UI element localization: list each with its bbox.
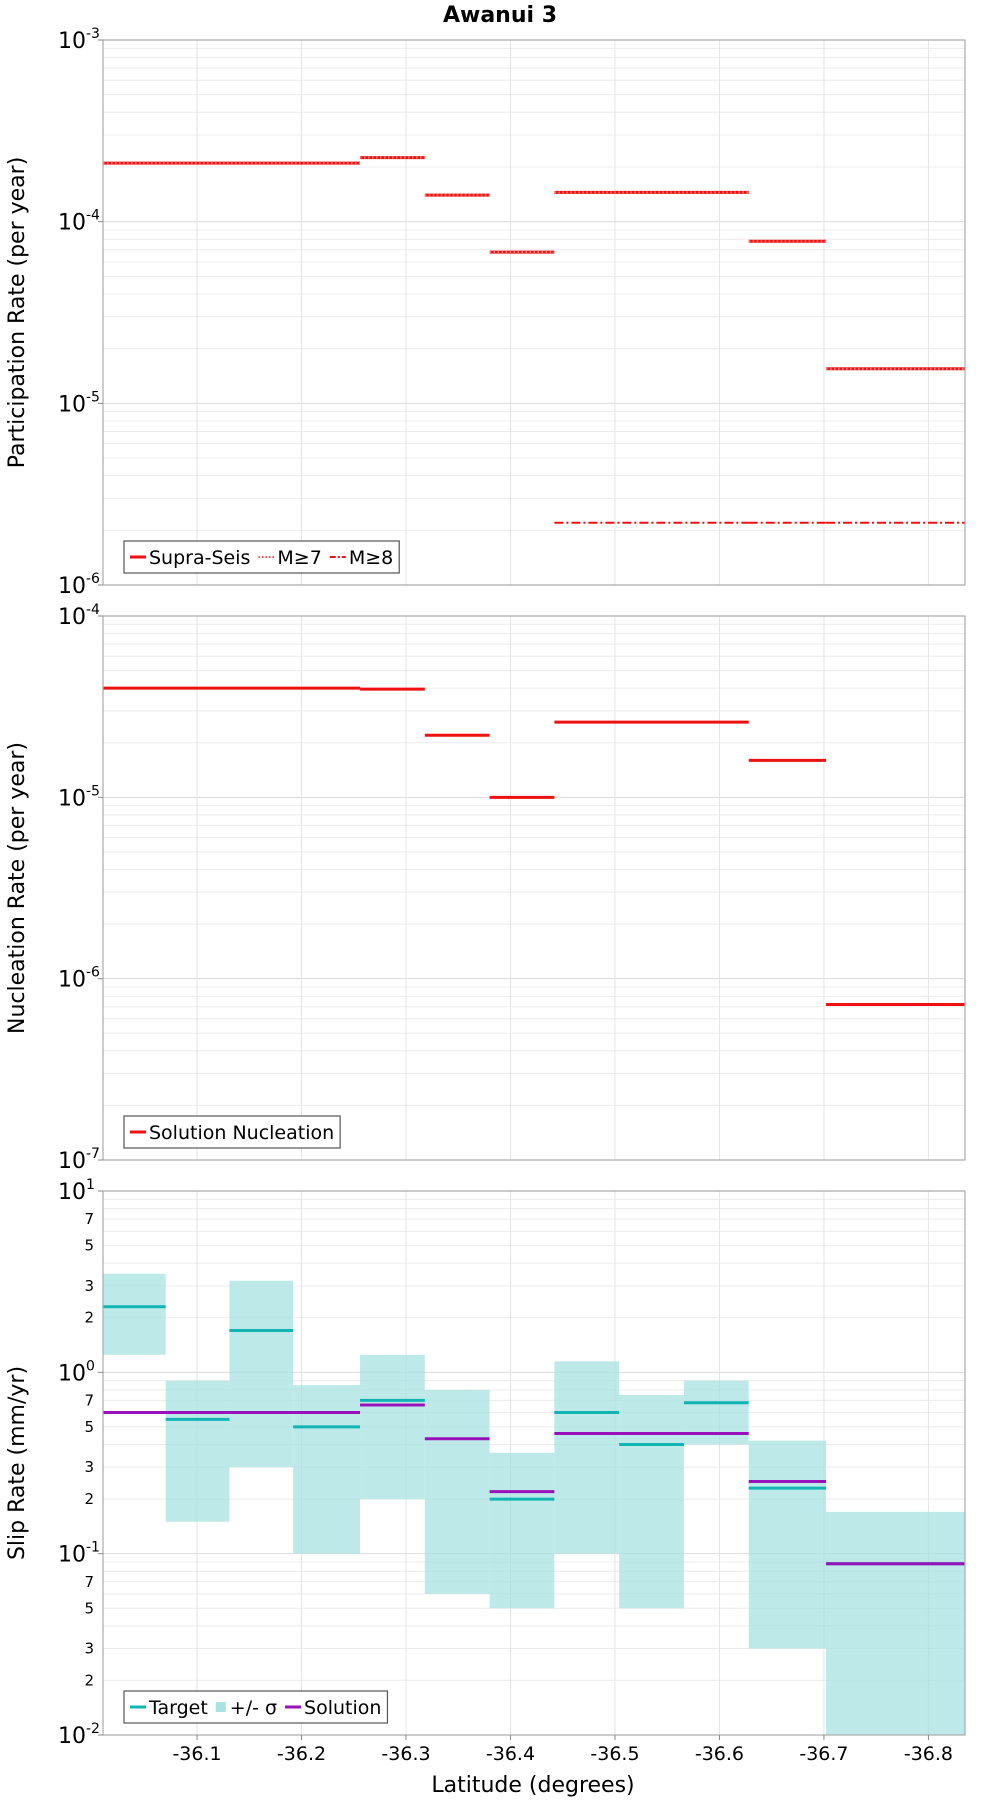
y-tick-label: 100 — [58, 1358, 95, 1386]
plot-frame — [102, 1190, 966, 1736]
sigma-band-segment — [424, 1389, 490, 1594]
legend-frame — [123, 1690, 389, 1724]
panel-participation: 10-3 10-4 10-5 10-6 Participation Rate (per … — [5, 26, 966, 599]
y-minor-tick-label: 7 — [84, 1573, 94, 1591]
sigma-band-segment — [293, 1385, 361, 1554]
legend-label: +/- σ — [230, 1697, 277, 1719]
y-tick-label: 10-4 — [58, 208, 100, 236]
legend-label: Solution Nucleation — [149, 1122, 334, 1144]
plot-frame — [102, 615, 966, 1161]
y-minor-tick-label: 7 — [84, 1391, 94, 1409]
sigma-band-segment — [554, 1361, 620, 1554]
legend-label: M≥8 — [349, 547, 393, 569]
x-tick-label: -36.4 — [486, 1743, 535, 1765]
sigma-band-segment — [229, 1280, 294, 1468]
legend-nucleation: Solution Nucleation — [123, 1115, 341, 1149]
y-tick-label: 10-3 — [58, 26, 100, 54]
x-tick-label: -36.6 — [695, 1743, 744, 1765]
y-minor-tick-label: 5 — [84, 1418, 94, 1436]
legend-label: Target — [148, 1697, 208, 1719]
legend-frame — [123, 540, 400, 574]
y-tick-label: 10-5 — [58, 783, 100, 811]
y-minor-tick-label: 7 — [84, 1210, 94, 1228]
panel-slip: 101 100 10-1 10-2 7 5 3 2 7 5 3 2 7 5 3 2 Slip Rate (mm/… — [5, 1177, 966, 1765]
x-tick-label: -36.5 — [590, 1743, 639, 1765]
legend-label: M≥7 — [277, 547, 321, 569]
x-tick-label: -36.1 — [172, 1743, 221, 1765]
sigma-band-segment — [826, 1511, 965, 1735]
sigma-band-segment — [619, 1394, 684, 1609]
y-tick-label: 10-6 — [58, 965, 100, 993]
y-tick-label: 10-6 — [58, 571, 100, 599]
chart-title: Awanui 3 — [443, 3, 557, 28]
legend-slip: Target +/- σ Solution — [123, 1690, 389, 1724]
x-tick-label: -36.7 — [799, 1743, 848, 1765]
plot-frame — [102, 39, 966, 586]
sigma-band-segment — [103, 1273, 166, 1355]
y-minor-tick-label: 5 — [84, 1599, 94, 1617]
x-tick-label: -36.2 — [277, 1743, 326, 1765]
y-minor-tick-label: 5 — [84, 1237, 94, 1255]
y-tick-label: 10-2 — [58, 1721, 100, 1749]
legend-participation: Supra-Seis M≥7 M≥8 — [123, 540, 400, 574]
y-minor-tick-label: 3 — [84, 1639, 94, 1657]
plot-area — [103, 616, 965, 1160]
x-tick-label: -36.3 — [381, 1743, 430, 1765]
y-minor-tick-label: 3 — [84, 1458, 94, 1476]
legend-label: Supra-Seis — [149, 547, 250, 569]
y-tick-label: 101 — [58, 1177, 95, 1205]
y-minor-tick-label: 3 — [84, 1277, 94, 1295]
x-tick-label: -36.8 — [904, 1743, 953, 1765]
panel-nucleation: 10-4 10-5 10-6 10-7 Nucleation Rate (per yea… — [5, 602, 966, 1174]
panels: 10-3 10-4 10-5 10-6 Participation Rate (per … — [5, 26, 966, 1765]
plot-area — [103, 40, 965, 585]
y-axis-label: Participation Rate (per year) — [5, 157, 30, 469]
y-tick-label: 10-1 — [58, 1540, 100, 1568]
sigma-band-segment — [489, 1452, 555, 1609]
sigma-band-segment — [165, 1380, 230, 1522]
y-tick-label: 10-7 — [58, 1146, 100, 1174]
y-tick-label: 10-4 — [58, 602, 100, 630]
legend-label: Solution — [304, 1697, 381, 1719]
x-axis-label: Latitude (degrees) — [431, 1773, 634, 1798]
y-minor-tick-label: 2 — [84, 1671, 94, 1689]
y-tick-label: 10-5 — [58, 389, 100, 417]
sigma-band-segment — [360, 1354, 425, 1500]
sigma-band-segment — [748, 1440, 827, 1649]
legend-frame — [123, 1115, 341, 1149]
y-axis-label: Nucleation Rate (per year) — [5, 742, 30, 1034]
y-minor-tick-label: 2 — [84, 1490, 94, 1508]
y-axis-label: Slip Rate (mm/yr) — [5, 1366, 30, 1560]
y-minor-tick-label: 2 — [84, 1309, 94, 1327]
